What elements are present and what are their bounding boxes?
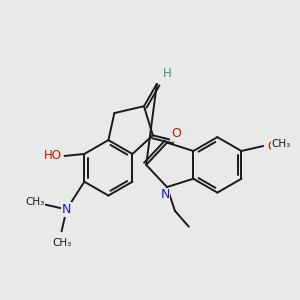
Text: H: H — [162, 68, 171, 80]
Text: CH₃: CH₃ — [272, 139, 291, 149]
Text: N: N — [160, 188, 170, 202]
Text: N: N — [62, 203, 71, 216]
Text: CH₃: CH₃ — [25, 196, 44, 206]
Text: O: O — [267, 140, 276, 152]
Text: O: O — [171, 127, 181, 140]
Text: HO: HO — [44, 149, 62, 162]
Text: CH₃: CH₃ — [52, 238, 71, 248]
